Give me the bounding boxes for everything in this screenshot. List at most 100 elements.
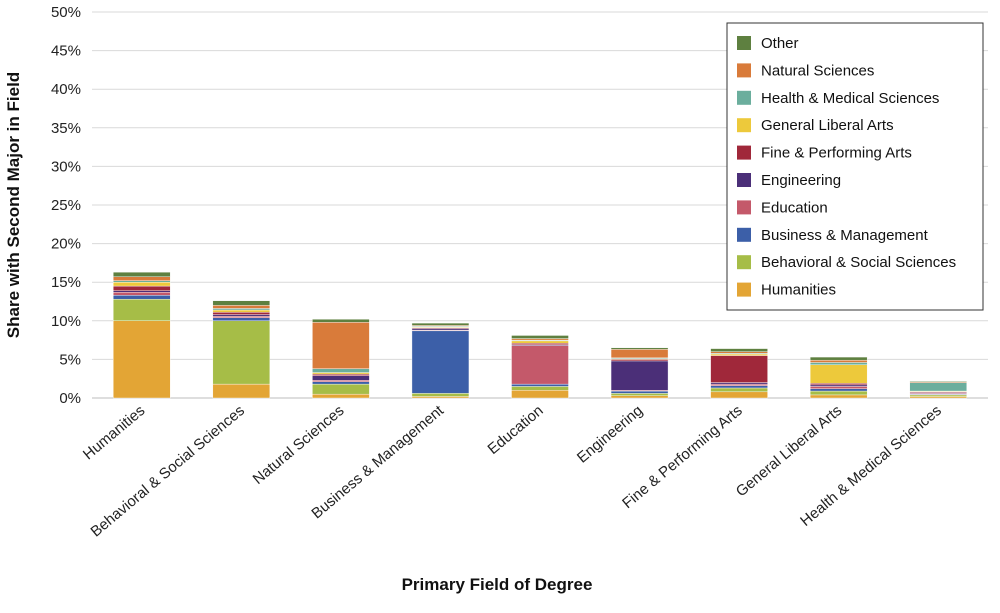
bar-segment [511, 386, 569, 391]
y-tick-label: 50% [51, 4, 81, 21]
y-tick-labels: 0% 5% 10% 15% 20% 25% 30% 35% 40% 45% 50% [51, 4, 81, 407]
x-tick-label: Humanities [80, 402, 148, 463]
legend-label: Fine & Performing Arts [761, 145, 912, 162]
bar-segment [909, 396, 967, 399]
legend-box [726, 22, 984, 311]
bar-segment [710, 351, 768, 354]
bar-segment [710, 353, 768, 356]
legend-swatch [737, 255, 751, 270]
bar-segment [909, 380, 967, 382]
bar-segment [212, 309, 271, 313]
bar-segment [909, 382, 967, 392]
legend-swatch [737, 36, 751, 50]
legend-swatch [737, 90, 751, 105]
bar-segment [511, 383, 569, 387]
legend-swatch [737, 227, 751, 242]
bar-segment [809, 394, 868, 399]
bar-segment [809, 384, 868, 387]
bar-segment [710, 383, 768, 386]
legend-label: General Liberal Arts [761, 117, 894, 134]
bar-segment [212, 383, 271, 399]
x-axis-title: Primary Field of Degree [402, 575, 593, 594]
bar-segment [411, 396, 470, 399]
legend-swatch [737, 200, 751, 215]
bar-segment [610, 393, 669, 396]
bar-segment [312, 380, 370, 382]
bar-segment [113, 290, 171, 293]
bar-segment [710, 387, 768, 393]
bar-segment [312, 322, 370, 369]
bar-segment [113, 292, 171, 296]
bar-segment [212, 300, 271, 306]
bar-segment [610, 349, 669, 359]
y-tick-label: 45% [51, 43, 81, 60]
bar-segment [809, 388, 868, 392]
bar-segment [511, 335, 569, 339]
bar-segment [312, 372, 370, 375]
y-tick-label: 10% [51, 313, 81, 330]
legend-swatch [737, 145, 751, 160]
y-axis-title: Share with Second Major in Field [4, 72, 23, 338]
bar-segment [710, 382, 768, 385]
bar-segment [212, 314, 271, 317]
legend-label: Humanities [761, 282, 836, 299]
bar-segment [710, 391, 768, 399]
legend-swatch [737, 118, 751, 133]
bar-segment [212, 312, 271, 315]
bar-segment [212, 315, 271, 318]
bar-segment [113, 282, 171, 287]
bar-segment [411, 322, 470, 326]
bar-segment [610, 359, 669, 362]
bar-segment [113, 285, 171, 291]
y-tick-label: 35% [51, 120, 81, 137]
bar-segment [809, 362, 868, 366]
bar-segment [710, 348, 768, 352]
bar-segment [710, 355, 768, 383]
bar-segment [809, 356, 868, 361]
bar-segment [809, 364, 868, 384]
bar-segment [411, 393, 470, 397]
bar-segment [113, 298, 171, 321]
bar-segment [511, 345, 569, 385]
bar-segment [212, 317, 271, 322]
legend-label: Business & Management [761, 227, 929, 244]
y-tick-label: 5% [59, 351, 81, 368]
bar-segment [113, 320, 171, 399]
legend-swatch [737, 63, 751, 78]
bar-segment [212, 320, 271, 385]
legend-label: Natural Sciences [761, 62, 874, 79]
y-tick-label: 20% [51, 236, 81, 253]
legend-label: Behavioral & Social Sciences [761, 254, 956, 271]
bar-segment [511, 342, 569, 345]
bar-segment [511, 390, 569, 399]
bar-segment [511, 340, 569, 344]
x-tick-label: Natural Sciences [250, 402, 348, 488]
y-tick-label: 25% [51, 197, 81, 214]
bars [113, 271, 967, 399]
y-tick-label: 15% [51, 274, 81, 291]
x-tick-label: General Liberal Arts [733, 402, 845, 500]
legend-label: Other [761, 35, 799, 52]
legend-label: Education [761, 199, 828, 216]
legend-label: Engineering [761, 172, 841, 189]
y-tick-label: 30% [51, 158, 81, 175]
bar-segment [312, 373, 370, 376]
bar-segment [312, 375, 370, 381]
bar-segment [212, 305, 271, 309]
bar-segment [312, 368, 370, 373]
bar-segment [113, 295, 171, 300]
bar-segment [809, 383, 868, 386]
bar-segment [610, 395, 669, 399]
bar-segment [312, 393, 370, 399]
y-tick-label: 0% [59, 390, 81, 407]
legend-swatch [737, 282, 751, 297]
bar-segment [809, 390, 868, 396]
bar-segment [909, 394, 967, 397]
bar-segment [511, 338, 569, 341]
bar-segment [809, 386, 868, 389]
bar-segment [113, 276, 171, 281]
bar-segment [710, 385, 768, 389]
bar-segment [411, 330, 470, 394]
